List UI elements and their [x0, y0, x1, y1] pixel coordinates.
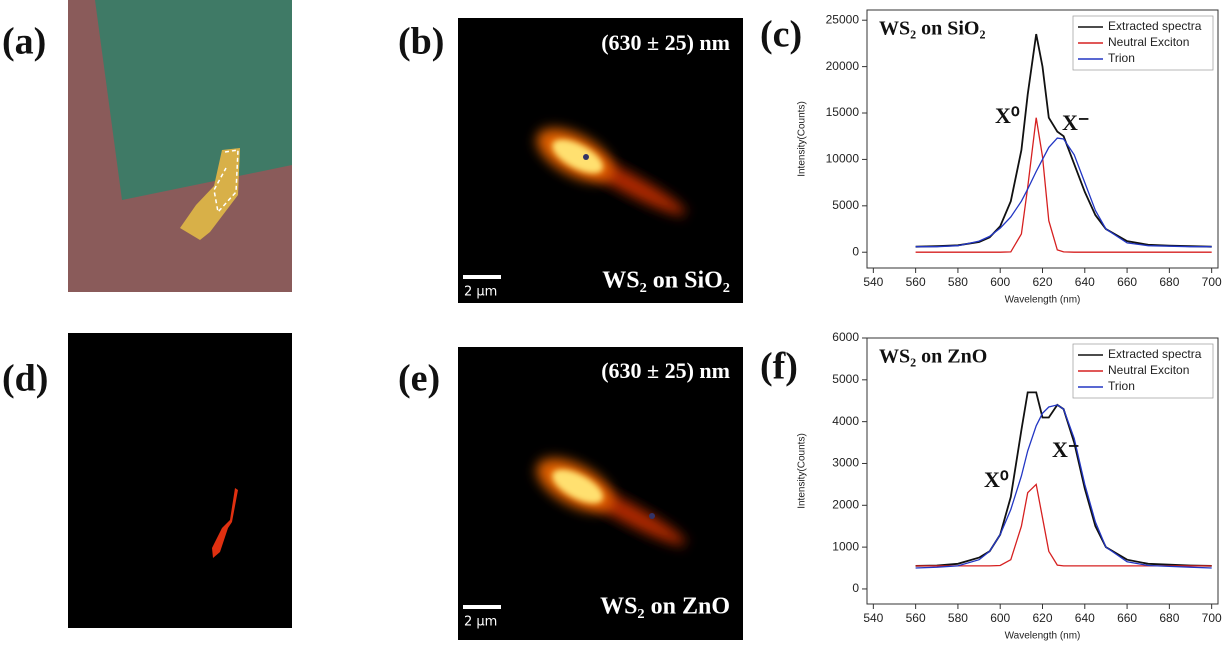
x-tick-label: 580 — [948, 611, 968, 625]
x-tick-label: 600 — [990, 611, 1010, 625]
chart-title: WS₂ on ZnO — [879, 346, 987, 368]
y-tick-label: 4000 — [832, 414, 859, 428]
y-tick-label: 0 — [852, 581, 859, 595]
chart: (c) 540 560 580 600 620 640 660 680 700 0 5000 10000… — [760, 10, 1222, 306]
panel-label: (d) — [2, 358, 48, 400]
x-tick-label: 540 — [863, 611, 883, 625]
x-tick-label: 680 — [1159, 275, 1179, 289]
scale-label: 5 µm — [317, 590, 373, 614]
panel-label: (b) — [398, 21, 444, 63]
panel-label: (f) — [760, 346, 798, 388]
scale-bar — [323, 576, 368, 582]
page: {"panels": [ {"label": "(a)", "scale_bar… — [0, 0, 1225, 655]
annotation: X⁰ — [995, 103, 1020, 128]
x-tick-label: 600 — [990, 275, 1010, 289]
y-axis-label: Intensity(Counts) — [797, 101, 808, 177]
annotation: X⁰ — [984, 467, 1009, 492]
scale-label: 2 µm — [464, 285, 497, 300]
series-line — [916, 138, 1212, 247]
x-axis-label: Wavelength (nm) — [1005, 631, 1081, 642]
legend-label: Extracted spectra — [1108, 347, 1202, 361]
x-tick-label: 560 — [906, 275, 926, 289]
panel-e: (e) (630 ± 25) nm WS₂ on ZnO 2 µm — [398, 347, 743, 640]
x-tick-label: 620 — [1032, 611, 1052, 625]
legend-label: Trion — [1108, 51, 1135, 65]
x-tick-label: 620 — [1032, 275, 1052, 289]
y-tick-label: 0 — [852, 244, 859, 258]
x-tick-label: 640 — [1075, 275, 1095, 289]
caption: WS₂ on SiO₂ — [602, 268, 730, 294]
scale-label: 2 µm — [464, 615, 497, 630]
figure: (a) 5 µm (b) (630 ± 25) nm WS₂ on SiO₂ 2… — [0, 0, 1225, 655]
y-tick-label: 15000 — [826, 105, 860, 119]
chart: (f) 540 560 580 600 620 640 660 680 700 0 1000 2000 3… — [760, 330, 1222, 641]
x-tick-label: 540 — [863, 275, 883, 289]
panel-d: (d) 5 µm — [2, 333, 373, 628]
y-tick-label: 25000 — [826, 12, 860, 26]
y-tick-label: 20000 — [826, 59, 860, 73]
x-tick-label: 660 — [1117, 275, 1137, 289]
series-line — [916, 392, 1212, 566]
legend-label: Trion — [1108, 379, 1135, 393]
panel-b: (b) (630 ± 25) nm WS₂ on SiO₂ 2 µm — [398, 18, 743, 303]
filter-label: (630 ± 25) nm — [601, 30, 730, 55]
x-tick-label: 640 — [1075, 611, 1095, 625]
x-tick-label: 680 — [1159, 611, 1179, 625]
x-tick-label: 560 — [906, 611, 926, 625]
scale-bar — [323, 247, 368, 253]
panel-label: (e) — [398, 358, 440, 400]
series-line — [916, 405, 1212, 568]
annotation: X⁻ — [1062, 110, 1090, 135]
scale-label: 5 µm — [317, 259, 373, 283]
y-tick-label: 6000 — [832, 330, 859, 344]
x-tick-label: 700 — [1202, 275, 1222, 289]
y-axis-label: Intensity(Counts) — [797, 433, 808, 509]
scale-bar — [463, 275, 501, 279]
chart-title: WS₂ on SiO₂ — [879, 18, 985, 40]
x-tick-label: 700 — [1202, 611, 1222, 625]
pl-image — [68, 333, 292, 628]
y-tick-label: 3000 — [832, 456, 859, 470]
legend-label: Neutral Exciton — [1108, 363, 1189, 377]
x-tick-label: 580 — [948, 275, 968, 289]
x-tick-label: 660 — [1117, 611, 1137, 625]
series-line — [916, 484, 1212, 566]
panel-label: (c) — [760, 14, 802, 56]
x-axis-label: Wavelength (nm) — [1005, 295, 1081, 306]
caption: WS₂ on ZnO — [600, 594, 730, 620]
panel-a: (a) 5 µm — [2, 0, 373, 292]
y-tick-label: 5000 — [832, 198, 859, 212]
legend-label: Neutral Exciton — [1108, 35, 1189, 49]
y-tick-label: 10000 — [826, 152, 860, 166]
substrate-flake — [95, 0, 292, 200]
y-tick-label: 2000 — [832, 497, 859, 511]
scale-bar — [463, 605, 501, 609]
y-tick-label: 1000 — [832, 539, 859, 553]
y-tick-label: 5000 — [832, 372, 859, 386]
legend-label: Extracted spectra — [1108, 19, 1202, 33]
annotation: X⁻ — [1052, 437, 1080, 462]
panel-label: (a) — [2, 21, 46, 63]
filter-label: (630 ± 25) nm — [601, 358, 730, 383]
